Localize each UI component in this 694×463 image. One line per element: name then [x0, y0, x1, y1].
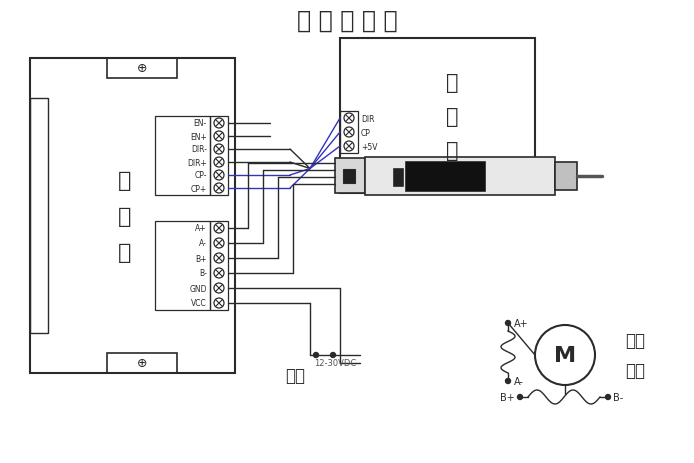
Circle shape	[314, 353, 319, 358]
Circle shape	[214, 224, 224, 233]
Bar	[30, 59, 235, 373]
Bar	[155, 117, 210, 195]
Circle shape	[214, 158, 224, 168]
Bar	[343, 169, 355, 184]
Bar	[340, 39, 535, 194]
Text: CP+: CP+	[191, 184, 207, 193]
Text: ⊕: ⊕	[137, 357, 147, 369]
Circle shape	[505, 321, 511, 326]
Text: EN-: EN-	[194, 119, 207, 128]
Bar	[555, 163, 577, 191]
Circle shape	[214, 238, 224, 249]
Circle shape	[214, 171, 224, 181]
Text: M: M	[554, 345, 576, 365]
Circle shape	[214, 184, 224, 194]
Text: 控
制
器: 控 制 器	[446, 72, 458, 161]
Circle shape	[330, 353, 335, 358]
Text: B-: B-	[199, 269, 207, 278]
Circle shape	[535, 325, 595, 385]
Bar	[210, 221, 228, 310]
Text: VCC: VCC	[192, 299, 207, 308]
Circle shape	[214, 298, 224, 308]
Text: 12-30VDC: 12-30VDC	[314, 359, 356, 368]
Bar	[340, 112, 358, 154]
Circle shape	[518, 394, 523, 400]
Text: B+: B+	[500, 392, 515, 402]
Text: DIR+: DIR+	[187, 158, 207, 167]
Circle shape	[505, 379, 511, 384]
Bar	[335, 159, 365, 194]
Text: GND: GND	[189, 284, 207, 293]
Text: EN+: EN+	[190, 132, 207, 141]
Text: DIR-: DIR-	[191, 145, 207, 154]
Bar	[405, 162, 485, 192]
Circle shape	[214, 144, 224, 155]
Text: 滑台
电机: 滑台 电机	[625, 331, 645, 380]
Text: 电源: 电源	[285, 366, 305, 384]
Text: A-: A-	[199, 239, 207, 248]
Text: B-: B-	[613, 392, 623, 402]
Text: ⊕: ⊕	[137, 63, 147, 75]
Text: A+: A+	[514, 319, 529, 328]
Bar	[210, 117, 228, 195]
Circle shape	[214, 131, 224, 142]
Circle shape	[214, 253, 224, 263]
Circle shape	[214, 119, 224, 129]
Circle shape	[344, 114, 354, 124]
Text: DIR: DIR	[361, 114, 375, 123]
Circle shape	[344, 128, 354, 138]
Bar	[107, 353, 177, 373]
Bar	[107, 59, 177, 79]
Bar	[30, 99, 48, 333]
Text: B+: B+	[196, 254, 207, 263]
Text: A+: A+	[196, 224, 207, 233]
Circle shape	[214, 269, 224, 278]
Circle shape	[344, 142, 354, 152]
Circle shape	[605, 394, 611, 400]
Text: +5V: +5V	[361, 142, 378, 151]
Bar	[393, 169, 403, 187]
Bar	[155, 221, 210, 310]
Circle shape	[214, 283, 224, 294]
Text: CP: CP	[361, 128, 371, 137]
Text: 接 线 示 意 图: 接 线 示 意 图	[297, 9, 397, 33]
Text: CP-: CP-	[194, 171, 207, 180]
Bar	[365, 158, 555, 195]
Text: 驱
动
器: 驱 动 器	[118, 171, 132, 263]
Text: A-: A-	[514, 376, 524, 386]
